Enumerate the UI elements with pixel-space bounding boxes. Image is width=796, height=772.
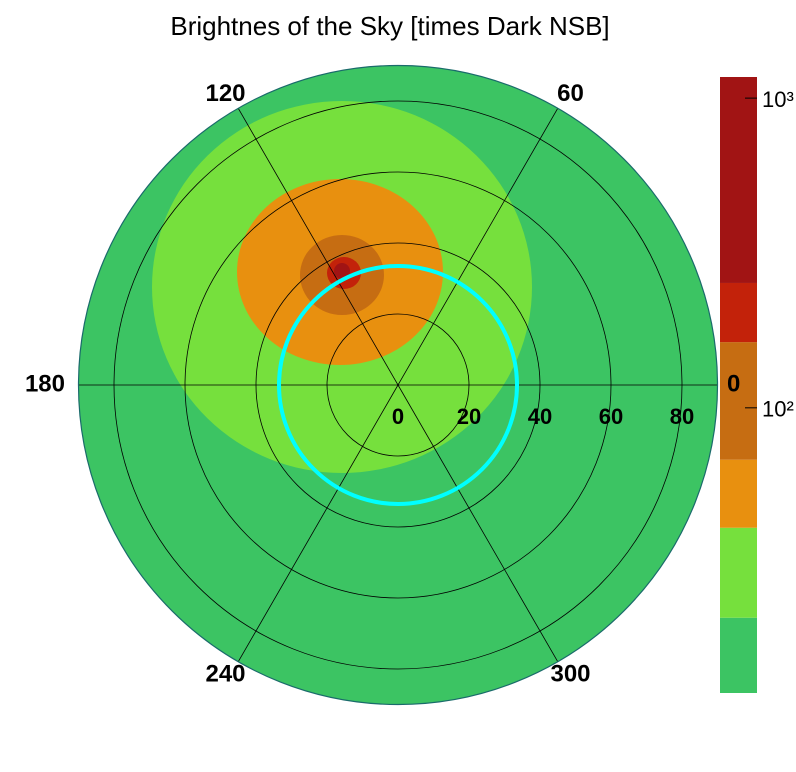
angular-grid-line [397,108,559,386]
theta-tick-label: 300 [550,660,590,687]
color-bar-band [720,282,757,343]
field-of-view-circle [277,264,519,506]
r-tick-label: 0 [392,404,404,429]
color-bar-band [720,617,757,693]
contour-region [334,263,350,279]
r-tick-label: 60 [599,404,623,429]
theta-tick-label: 120 [205,80,245,107]
color-bar-band [720,342,757,460]
angular-grid-line [397,384,559,662]
z-tick-label: 10³ [762,87,794,112]
outer-border [77,64,719,706]
color-bar-band [720,459,757,528]
r-tick-label: 20 [457,404,481,429]
polar-grid [78,100,718,670]
theta-tick-label: 0 [727,370,740,397]
angular-grid-line [237,384,399,662]
chart-title: Brightnes of the Sky [times Dark NSB] [170,11,609,41]
r-tick-label: 40 [528,404,552,429]
theta-tick-label: 60 [557,80,584,107]
theta-tick-label: 240 [205,660,245,687]
r-tick-label: 80 [670,404,694,429]
angular-grid-line [237,108,399,386]
labels: 0 20 40 60 80 0 60 120 180 240 300 [25,80,740,687]
theta-tick-label: 180 [25,370,65,397]
color-bar: 10² 10³ [720,77,794,693]
z-tick-label: 10² [762,397,794,422]
color-bar-band [720,527,757,618]
color-bar-band [720,77,757,283]
